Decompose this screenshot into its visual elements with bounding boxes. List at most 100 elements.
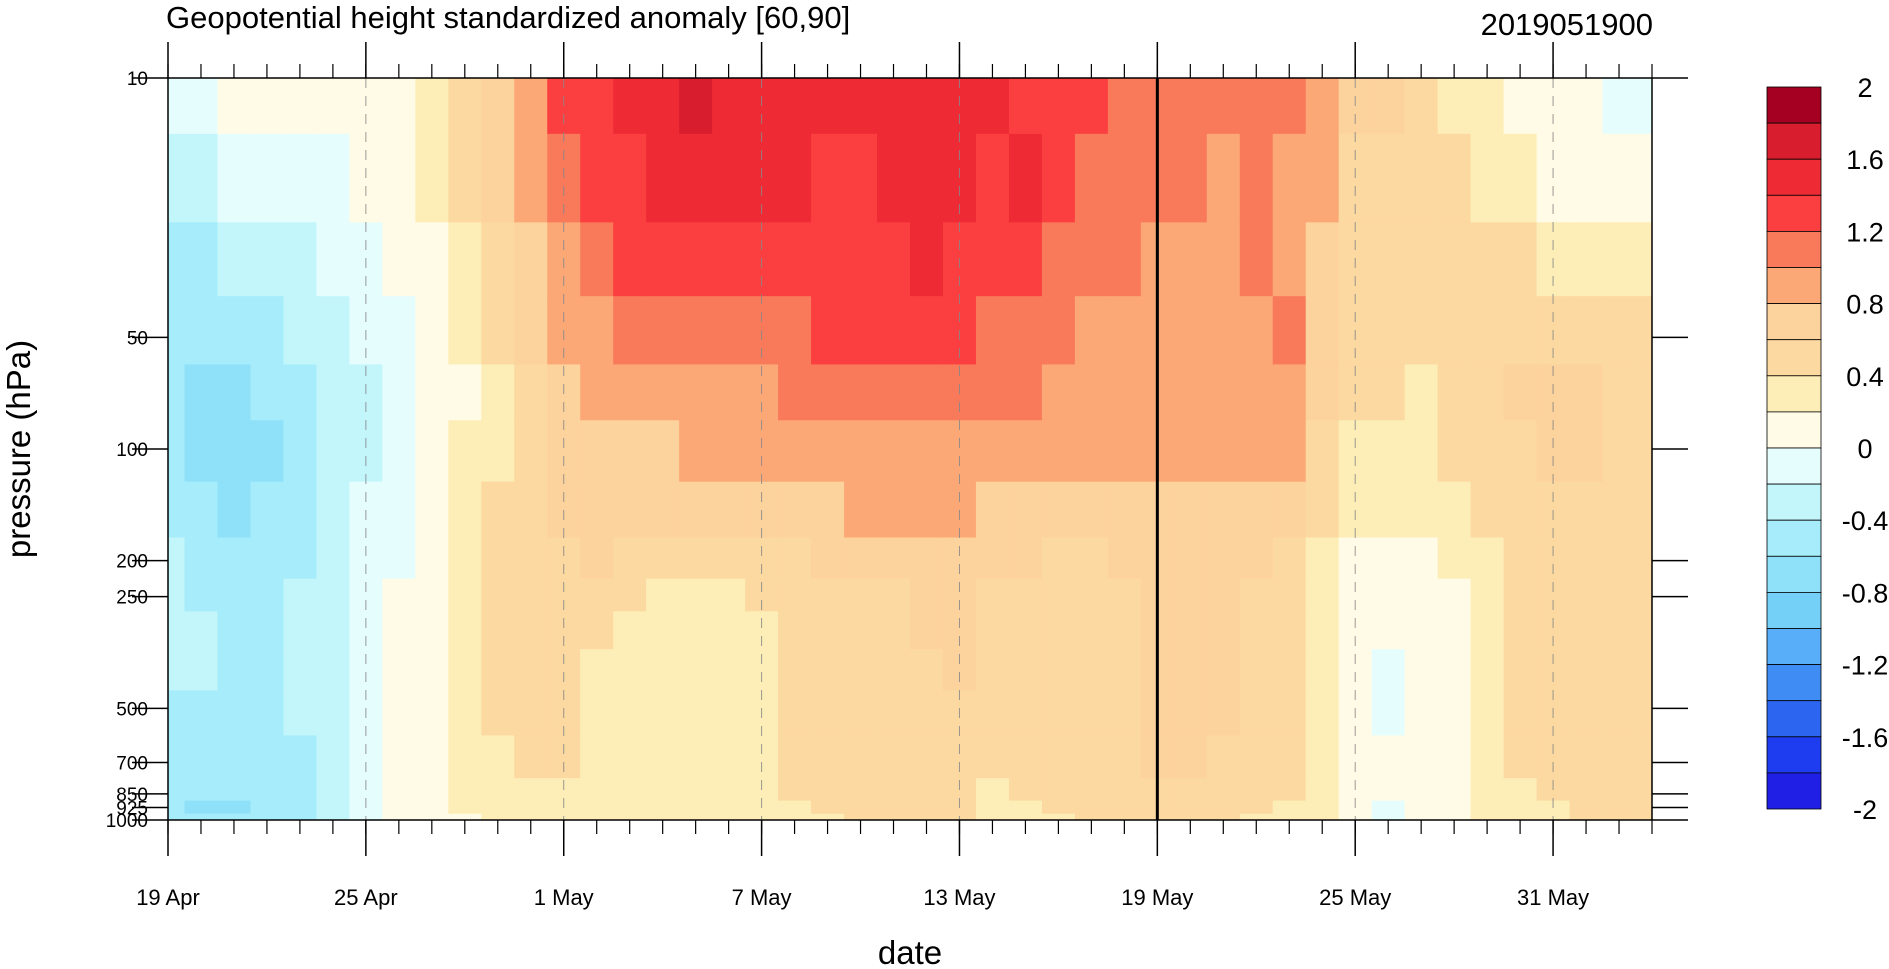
anomaly-cell xyxy=(168,222,186,297)
anomaly-cell xyxy=(448,649,482,691)
anomaly-cell xyxy=(1404,813,1439,820)
anomaly-cell xyxy=(1107,611,1142,650)
anomaly-cell xyxy=(1503,735,1538,779)
anomaly-cell xyxy=(844,735,878,779)
anomaly-cell xyxy=(1305,735,1340,779)
anomaly-cell xyxy=(1305,690,1340,737)
anomaly-cell xyxy=(382,222,416,297)
colorbar-swatch xyxy=(1766,700,1822,738)
anomaly-cell xyxy=(1635,364,1652,421)
anomaly-cell xyxy=(679,690,713,737)
anomaly-cell xyxy=(1305,778,1340,802)
anomaly-cell xyxy=(1503,611,1538,650)
anomaly-cell xyxy=(844,649,878,691)
anomaly-cell xyxy=(1074,420,1109,483)
anomaly-cell xyxy=(844,690,878,737)
anomaly-cell xyxy=(712,420,746,483)
anomaly-cell xyxy=(1239,537,1274,580)
anomaly-cell xyxy=(448,611,482,650)
anomaly-cell xyxy=(168,420,186,483)
anomaly-cell xyxy=(283,481,317,539)
anomaly-cell xyxy=(975,611,1010,650)
anomaly-cell xyxy=(778,611,812,650)
anomaly-cell xyxy=(679,537,713,580)
anomaly-cell xyxy=(811,611,845,650)
anomaly-cell xyxy=(613,800,647,815)
anomaly-cell xyxy=(679,78,713,135)
anomaly-cell xyxy=(910,296,944,366)
y-tick-label: 100 xyxy=(116,440,148,461)
anomaly-cell xyxy=(1404,133,1439,223)
anomaly-cell xyxy=(580,222,614,297)
anomaly-cell xyxy=(448,296,482,366)
anomaly-cell xyxy=(1437,649,1472,691)
anomaly-cell xyxy=(1173,611,1208,650)
anomaly-cell xyxy=(811,420,845,483)
anomaly-cell xyxy=(481,778,515,802)
anomaly-cell xyxy=(1008,481,1043,539)
anomaly-cell xyxy=(844,222,878,297)
anomaly-cell xyxy=(184,537,219,580)
anomaly-cell xyxy=(1635,649,1652,691)
anomaly-cell xyxy=(975,78,1010,135)
anomaly-cell xyxy=(382,611,416,650)
anomaly-cell xyxy=(1305,364,1340,421)
anomaly-cell xyxy=(1602,481,1637,539)
anomaly-cell xyxy=(844,800,878,815)
anomaly-cell xyxy=(283,537,317,580)
anomaly-cell xyxy=(811,800,845,815)
anomaly-cell xyxy=(877,222,911,297)
anomaly-cell xyxy=(1173,813,1208,820)
anomaly-cell xyxy=(1635,296,1652,366)
anomaly-cell xyxy=(1569,133,1604,223)
anomaly-cell xyxy=(217,78,252,135)
anomaly-cell xyxy=(1371,690,1406,737)
anomaly-cell xyxy=(514,735,548,779)
anomaly-cell xyxy=(514,578,548,612)
colorbar-label: -0.8 xyxy=(1842,578,1889,608)
anomaly-cell xyxy=(382,364,416,421)
anomaly-cell xyxy=(1008,813,1043,820)
anomaly-cell xyxy=(1503,78,1538,135)
anomaly-cell xyxy=(1569,649,1604,691)
anomaly-cell xyxy=(1437,611,1472,650)
anomaly-cell xyxy=(283,364,317,421)
anomaly-cell xyxy=(1569,78,1604,135)
anomaly-cell xyxy=(679,778,713,802)
y-tick-label: 700 xyxy=(116,754,148,775)
anomaly-cell xyxy=(448,364,482,421)
anomaly-cell xyxy=(712,800,746,815)
anomaly-cell xyxy=(1569,296,1604,366)
anomaly-cell xyxy=(844,778,878,802)
anomaly-cell xyxy=(481,813,515,820)
anomaly-cell xyxy=(1041,611,1076,650)
anomaly-cell xyxy=(168,690,186,737)
anomaly-cell xyxy=(217,800,252,815)
anomaly-cell xyxy=(613,78,647,135)
anomaly-cell xyxy=(877,78,911,135)
anomaly-cell xyxy=(283,690,317,737)
anomaly-cell xyxy=(481,296,515,366)
anomaly-cell xyxy=(975,578,1010,612)
anomaly-cell xyxy=(1305,649,1340,691)
anomaly-cell xyxy=(646,611,680,650)
anomaly-cell xyxy=(712,690,746,737)
anomaly-cell xyxy=(1041,420,1076,483)
anomaly-cell xyxy=(1074,649,1109,691)
anomaly-cell xyxy=(415,133,449,223)
anomaly-cell xyxy=(1272,296,1307,366)
anomaly-cell xyxy=(877,800,911,815)
anomaly-cell xyxy=(184,778,219,802)
anomaly-cell xyxy=(877,133,911,223)
anomaly-cell xyxy=(877,735,911,779)
anomaly-cell xyxy=(1437,690,1472,737)
anomaly-cell xyxy=(613,735,647,779)
anomaly-cell xyxy=(184,481,219,539)
anomaly-cell xyxy=(316,813,350,820)
anomaly-cell xyxy=(679,649,713,691)
anomaly-cell xyxy=(316,649,350,691)
anomaly-cell xyxy=(349,735,383,779)
colorbar-swatch xyxy=(1766,664,1822,702)
colorbar-label: 1.6 xyxy=(1846,145,1884,175)
